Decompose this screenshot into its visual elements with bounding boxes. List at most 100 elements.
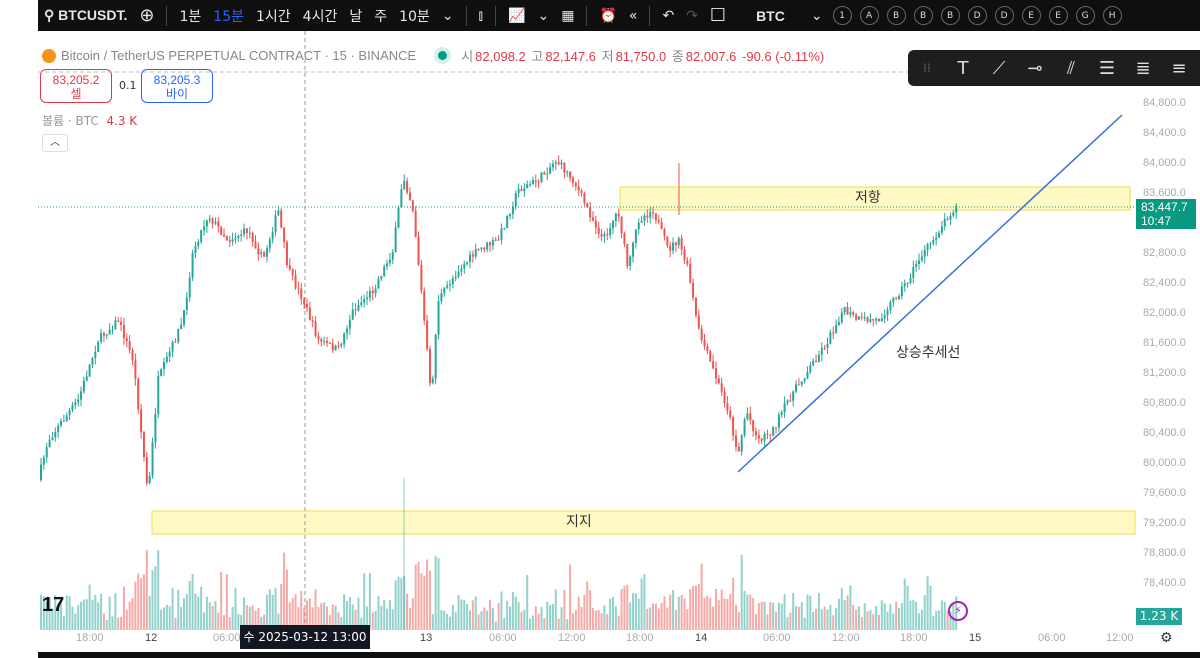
volume-bar [677,596,680,630]
interval-4h[interactable]: 4시간 [302,8,338,25]
text-tool-icon[interactable]: T [957,57,969,79]
chevron-down-icon[interactable]: ⌄ [537,7,550,24]
lightning-icon[interactable]: ⚡ [948,601,968,621]
symbol-search[interactable]: ⚲ BTCUSDT. [44,7,128,23]
volume-bar [734,604,737,630]
volume-bar [840,587,843,630]
candle-type-icon[interactable]: ⫾ [478,7,484,24]
interval-1h[interactable]: 1시간 [255,8,291,25]
parallel-channel-icon[interactable]: ⫽ [1066,57,1076,79]
volume-bar [506,600,509,630]
fullscreen-icon[interactable]: ☐ [709,5,727,26]
volume-bar [351,604,354,630]
volume-bar [208,602,211,630]
redo-icon[interactable]: ↷ [686,7,698,24]
undo-icon[interactable]: ↶ [662,7,675,24]
candle-body [815,361,818,363]
volume-bar [563,589,566,630]
interval-1m[interactable]: 1분 [179,8,202,25]
symbol-title: Bitcoin / TetherUS PERPETUAL CONTRACT · … [61,48,417,63]
candle-body [183,310,185,325]
high-label: 고 [531,49,544,64]
quick-button[interactable]: B [913,6,933,25]
layout-icon[interactable]: ▦ [561,7,575,24]
sell-button[interactable]: 83,205.2 셀 [40,69,112,103]
pitchfork-icon[interactable]: ≡ [1171,57,1187,79]
candle-body [689,263,692,283]
quick-button[interactable]: B [886,6,906,25]
volume-bar [268,589,271,630]
add-symbol-icon[interactable]: ⊕ [139,5,155,26]
trendline-tool-icon[interactable]: ⟋ [992,57,1006,79]
candle-body [720,383,723,392]
replay-icon[interactable]: « [628,7,638,24]
candle-body [197,241,200,246]
candle-body [323,341,326,343]
chevron-down-icon[interactable]: ⌄ [441,7,454,24]
fib-retracement-icon[interactable]: ☰ [1098,57,1116,79]
candle-body [477,248,480,250]
volume-bar [388,599,391,630]
candle-body [806,372,809,379]
alert-icon[interactable]: ⏰ [599,7,617,24]
interval-week[interactable]: 주 [374,8,388,25]
candle-body [60,421,63,426]
volume-bar [743,590,746,630]
quick-button[interactable]: G [1075,6,1095,25]
volume-bar [174,617,177,630]
volume-bar [228,616,231,630]
volume-bar [380,605,383,630]
candle-body [440,293,443,302]
price-chart[interactable] [0,31,1200,652]
volume-bar [626,584,629,630]
volume-bar [243,597,246,630]
candle-body [926,244,929,250]
high-value: 82,147.6 [545,49,596,64]
settings-icon[interactable]: ⚙ [1160,630,1173,646]
candle-body [140,409,143,433]
open-label: 시 [461,49,474,64]
quick-button[interactable]: D [994,6,1014,25]
candle-body [340,344,343,346]
volume-bar [168,606,171,630]
volume-bar [683,598,686,630]
interval-10m[interactable]: 10분 [399,8,430,25]
volume-bar [474,596,477,630]
candle-body [351,309,354,320]
volume-bar [131,598,134,630]
fib-extension-icon[interactable]: ≣ [1135,57,1151,79]
quick-button[interactable]: E [1048,6,1068,25]
buy-button[interactable]: 83,205.3 바이 [141,69,213,103]
volume-bar [574,610,577,630]
quick-button[interactable]: H [1102,6,1122,25]
quick-button[interactable]: A [859,6,879,25]
drag-handle-icon[interactable]: ⁞⁞ [923,61,931,75]
volume-bar [906,585,909,630]
volume-bar [154,566,157,630]
collapse-legend-button[interactable]: ︿ [42,134,68,152]
quick-button[interactable]: B [940,6,960,25]
time-tick: 18:00 [626,632,654,644]
candle-body [866,317,869,322]
volume-bar [540,606,543,630]
volume-bar [446,613,449,630]
interval-15m[interactable]: 15분 [213,8,244,25]
interval-day[interactable]: 날 [349,8,363,25]
quick-button[interactable]: 1 [832,6,852,25]
quick-button[interactable]: D [967,6,987,25]
volume-bar [886,611,889,630]
horizontal-ray-icon[interactable]: ⊸ [1027,57,1043,79]
indicators-icon[interactable]: 📈 [508,7,526,24]
candle-body [589,207,592,218]
divider [586,5,588,26]
tradingview-logo[interactable]: 17 [42,594,65,616]
watchlist-symbol[interactable]: BTC [756,7,785,24]
volume-bar [766,614,769,630]
candle-body [952,212,955,216]
chevron-down-icon[interactable]: ⌄ [810,7,823,24]
candle-body [474,248,477,257]
quick-button[interactable]: E [1021,6,1041,25]
candle-body [843,307,846,313]
volume-bar [586,581,589,630]
volume-bar [489,600,492,630]
